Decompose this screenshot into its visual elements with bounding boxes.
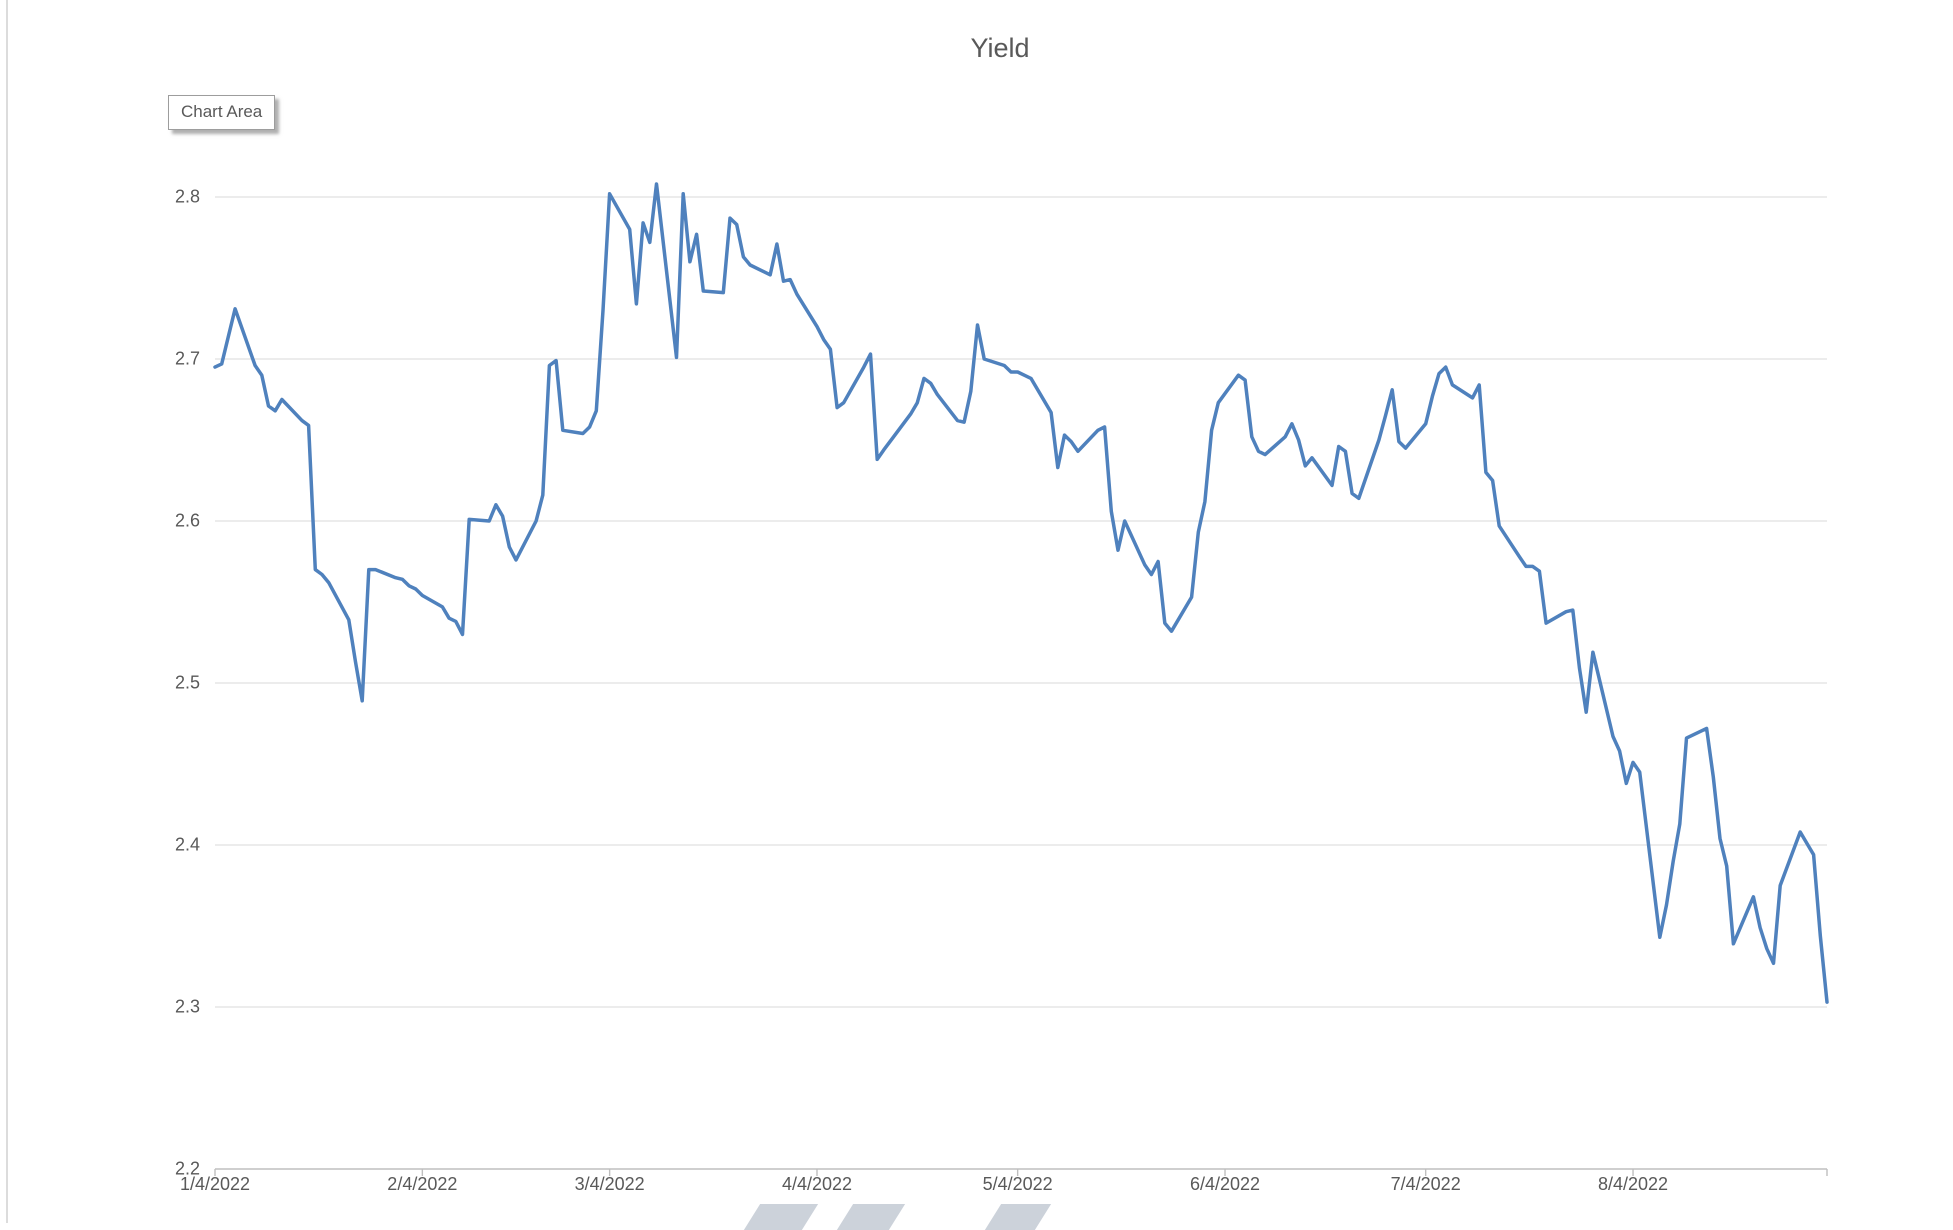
x-tick-label: 2/4/2022 (387, 1174, 458, 1194)
chart-area-tooltip: Chart Area (168, 95, 276, 130)
x-tick-label: 8/4/2022 (1597, 1174, 1669, 1194)
yield-line-series[interactable] (213, 182, 1829, 1004)
x-tick-label: 1/4/2022 (179, 1174, 251, 1194)
y-tick-label: 2.7 (174, 348, 200, 369)
chart-title: Yield (970, 33, 1030, 63)
x-tick-label: 7/4/2022 (1390, 1174, 1461, 1194)
y-tick-label: 2.6 (174, 510, 200, 531)
y-tick-label: 2.2 (174, 1158, 200, 1179)
y-tick-label: 2.4 (174, 834, 200, 855)
x-tick-label: 5/4/2022 (982, 1174, 1053, 1194)
left-edge-border (6, 0, 8, 1223)
y-tick-label: 2.5 (174, 672, 200, 693)
x-tick-label: 6/4/2022 (1189, 1174, 1261, 1194)
y-tick-label: 2.8 (174, 186, 200, 207)
y-tick-label: 2.3 (174, 996, 200, 1017)
x-tick-label: 3/4/2022 (574, 1174, 645, 1194)
x-tick-label: 4/4/2022 (781, 1174, 853, 1194)
